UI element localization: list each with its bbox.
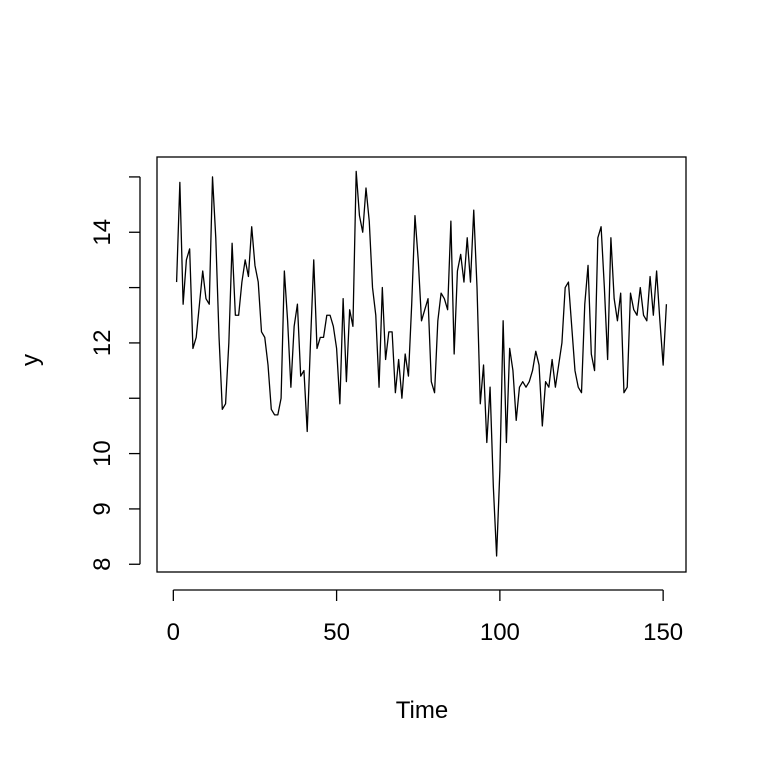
x-axis-label: Time — [396, 697, 448, 724]
x-tick-label: 150 — [643, 619, 683, 646]
y-tick-label: 12 — [89, 330, 116, 357]
series-line — [175, 170, 668, 557]
y-tick-label: 8 — [89, 558, 116, 571]
y-tick-label: 9 — [89, 502, 116, 515]
y-tick-label: 14 — [89, 219, 116, 246]
x-tick-label: 0 — [167, 619, 180, 646]
x-tick-label: 100 — [480, 619, 520, 646]
plot-box — [156, 156, 687, 573]
x-tick-label: 50 — [323, 619, 350, 646]
y-axis-label: y — [17, 354, 44, 366]
y-tick-label: 10 — [89, 440, 116, 467]
